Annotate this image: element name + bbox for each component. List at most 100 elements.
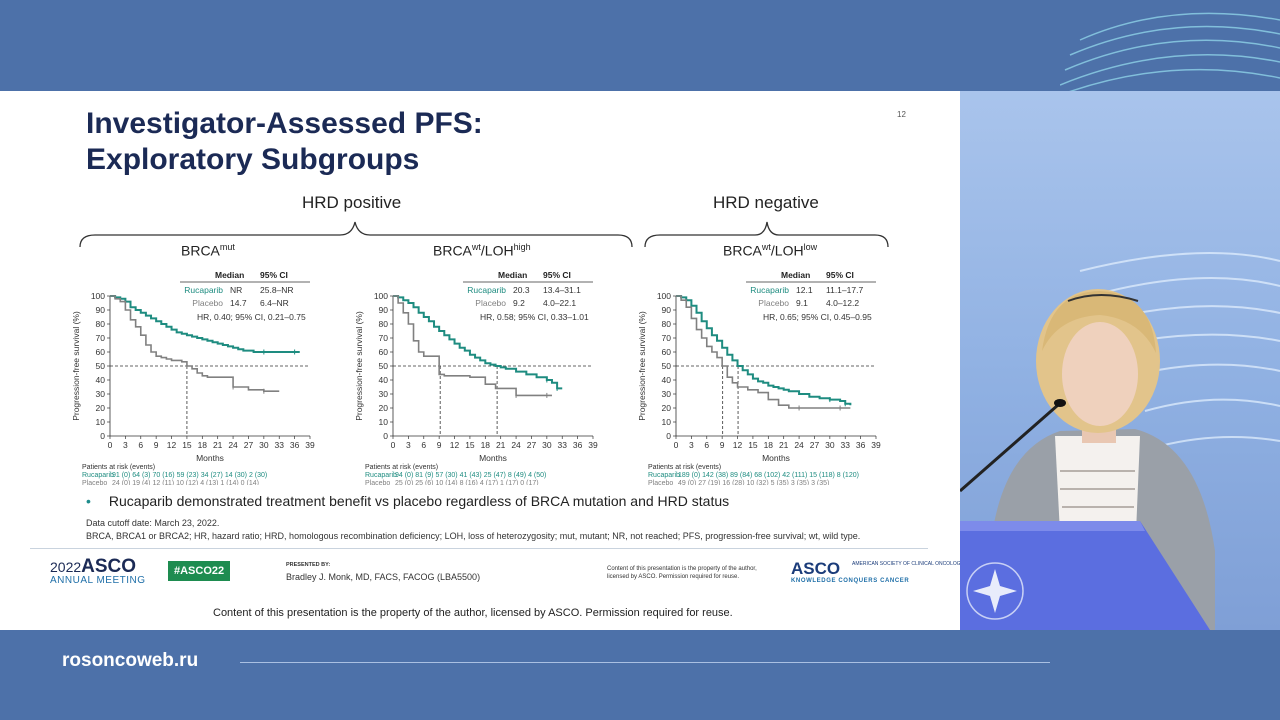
x-tick-label: 39: [305, 440, 315, 450]
asco-society-logo: ASCO AMERICAN SOCIETY OF CLINICAL ONCOLO…: [791, 559, 964, 584]
stats-hr: HR, 0.58; 95% CI, 0.33–1.01: [480, 312, 589, 322]
x-tick-label: 30: [259, 440, 269, 450]
at-risk-counts: 94 (0) 81 (9) 57 (30) 41 (43) 25 (47) 8 …: [395, 472, 546, 479]
y-tick-label: 90: [379, 305, 389, 315]
x-tick-label: 0: [108, 440, 113, 450]
wave-decoration: [1060, 12, 1280, 91]
x-tick-label: 36: [573, 440, 583, 450]
x-tick-label: 30: [542, 440, 552, 450]
abbreviations: BRCA, BRCA1 or BRCA2; HR, hazard ratio; …: [86, 531, 861, 541]
y-tick-label: 50: [96, 361, 106, 371]
x-axis-label: Months: [479, 453, 507, 463]
x-tick-label: 15: [748, 440, 758, 450]
stats-arm: Placebo: [192, 298, 223, 308]
bullet-marker: •: [86, 493, 91, 509]
at-risk-counts: 49 (0) 27 (19) 16 (28) 10 (32) 5 (35) 3 …: [678, 480, 829, 485]
stats-ci: 25.8–NR: [260, 285, 294, 295]
stats-header-median: Median: [215, 270, 244, 280]
km-curve-placebo: [676, 295, 851, 409]
presenter-name: Bradley J. Monk, MD, FACS, FACOG (LBA550…: [286, 572, 481, 582]
x-tick-label: 18: [764, 440, 774, 450]
x-tick-label: 21: [496, 440, 506, 450]
x-tick-label: 39: [588, 440, 598, 450]
km-curve-placebo: [110, 295, 280, 392]
at-risk-label: Patients at risk (events): [365, 464, 438, 471]
x-tick-label: 36: [856, 440, 866, 450]
at-risk-arm: Rucaparib: [648, 472, 680, 479]
x-tick-label: 18: [198, 440, 208, 450]
x-tick-label: 24: [228, 440, 238, 450]
at-risk-counts: 189 (0) 142 (38) 89 (84) 68 (102) 42 (11…: [678, 472, 859, 479]
at-risk-arm: Placebo: [82, 480, 107, 485]
km-chart-brca-wt-loh-low: Median 95% CI Rucaparib 12.1 11.1–17.7 Placeb…: [637, 270, 881, 485]
x-tick-label: 9: [720, 440, 725, 450]
x-axis-label: Months: [196, 453, 224, 463]
y-tick-label: 70: [379, 333, 389, 343]
y-axis-label: Progression-free survival (%): [71, 311, 81, 421]
y-tick-label: 80: [96, 319, 106, 329]
presented-by-label: PRESENTED BY:: [286, 562, 331, 568]
video-top-band: [0, 0, 1280, 91]
y-tick-label: 10: [379, 417, 389, 427]
y-tick-label: 10: [96, 417, 106, 427]
speaker-video: [960, 91, 1280, 630]
hashtag-badge: #ASCO22: [168, 561, 231, 581]
stats-median: 20.3: [513, 285, 530, 295]
subgroup-title-1: BRCAmut: [181, 242, 235, 259]
podium: [960, 521, 1210, 630]
reuse-notice: Content of this presentation is the prop…: [213, 607, 733, 619]
stats-median: 14.7: [230, 298, 247, 308]
at-risk-arm: Rucaparib: [82, 472, 114, 479]
x-axis-label: Months: [762, 453, 790, 463]
y-tick-label: 30: [96, 389, 106, 399]
x-tick-label: 6: [421, 440, 426, 450]
y-tick-label: 100: [657, 291, 671, 301]
brace-hrd-negative: [644, 221, 889, 248]
y-tick-label: 60: [379, 347, 389, 357]
y-tick-label: 20: [379, 403, 389, 413]
y-tick-label: 60: [96, 347, 106, 357]
stats-median: 12.1: [796, 285, 813, 295]
at-risk-counts: 25 (0) 25 (6) 10 (14) 8 (16) 4 (17) 1 (1…: [395, 480, 539, 485]
y-axis-label: Progression-free survival (%): [637, 311, 647, 421]
video-bottom-band: [0, 630, 1280, 720]
stats-header-ci: 95% CI: [260, 270, 288, 280]
x-tick-label: 33: [557, 440, 567, 450]
x-tick-label: 9: [154, 440, 159, 450]
stats-median: 9.2: [513, 298, 525, 308]
y-tick-label: 10: [662, 417, 672, 427]
km-curve-rucaparib: [393, 295, 563, 390]
stats-hr: HR, 0.65; 95% CI, 0.45–0.95: [763, 312, 872, 322]
y-tick-label: 70: [662, 333, 672, 343]
watermark-line: [240, 662, 1050, 663]
x-tick-label: 15: [465, 440, 475, 450]
y-tick-label: 80: [379, 319, 389, 329]
km-curve-placebo: [393, 295, 552, 397]
brace-hrd-positive: [79, 221, 633, 248]
y-tick-label: 70: [96, 333, 106, 343]
stats-ci: 6.4–NR: [260, 298, 289, 308]
at-risk-arm: Rucaparib: [365, 472, 397, 479]
stats-header-median: Median: [498, 270, 527, 280]
x-tick-label: 12: [733, 440, 743, 450]
stats-ci: 13.4–31.1: [543, 285, 581, 295]
stats-header-ci: 95% CI: [543, 270, 571, 280]
x-tick-label: 24: [794, 440, 804, 450]
x-tick-label: 12: [167, 440, 177, 450]
footer-divider: [30, 548, 928, 549]
stats-ci: 4.0–12.2: [826, 298, 859, 308]
x-tick-label: 27: [810, 440, 820, 450]
y-tick-label: 50: [662, 361, 672, 371]
key-finding-bullet: • Rucaparib demonstrated treatment benefi…: [86, 493, 730, 509]
y-tick-label: 20: [662, 403, 672, 413]
stats-hr: HR, 0.40; 95% CI, 0.21–0.75: [197, 312, 306, 322]
x-tick-label: 27: [244, 440, 254, 450]
y-tick-label: 50: [379, 361, 389, 371]
stats-header-ci: 95% CI: [826, 270, 854, 280]
data-cutoff: Data cutoff date: March 23, 2022.: [86, 518, 220, 528]
km-curve-rucaparib: [110, 295, 300, 353]
y-tick-label: 80: [662, 319, 672, 329]
x-tick-label: 39: [871, 440, 881, 450]
y-axis-label: Progression-free survival (%): [354, 311, 364, 421]
x-tick-label: 21: [213, 440, 223, 450]
